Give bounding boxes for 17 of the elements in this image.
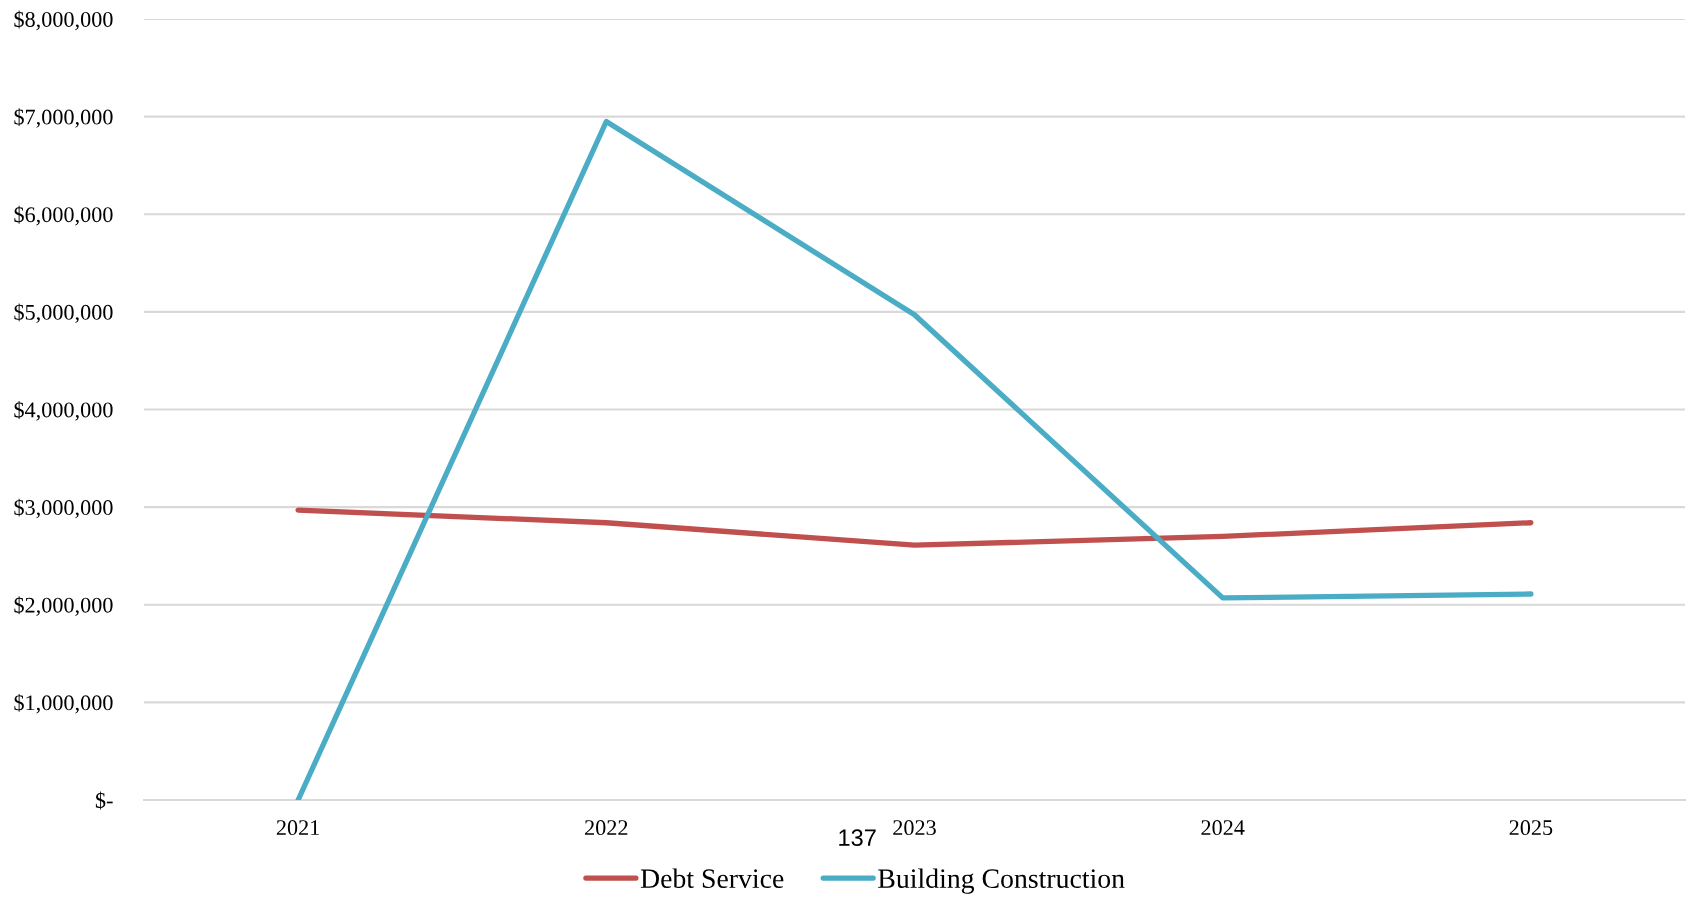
legend-label: Debt Service [640, 868, 784, 889]
y-tick-label: $2,000,000 [14, 596, 113, 616]
x-tick-label: 2021 [276, 820, 319, 836]
x-tick-label: 2024 [1201, 820, 1245, 836]
legend-label: Building Construction [878, 868, 1125, 894]
x-tick-label: 2025 [1509, 820, 1553, 836]
y-tick-label: $5,000,000 [14, 303, 113, 323]
y-tick-label: $- [95, 791, 113, 810]
y-tick-label: $1,000,000 [14, 693, 113, 714]
y-tick-label: $6,000,000 [14, 205, 113, 226]
x-tick-label: 2023 [893, 820, 936, 836]
x-tick-label: 2022 [585, 820, 628, 836]
y-tick-label: $4,000,000 [14, 401, 113, 421]
y-tick-label: $7,000,000 [14, 108, 113, 128]
text: 137 [839, 829, 876, 846]
y-tick-label: $3,000,000 [14, 498, 113, 519]
y-tick-label: $8,000,000 [14, 10, 113, 31]
